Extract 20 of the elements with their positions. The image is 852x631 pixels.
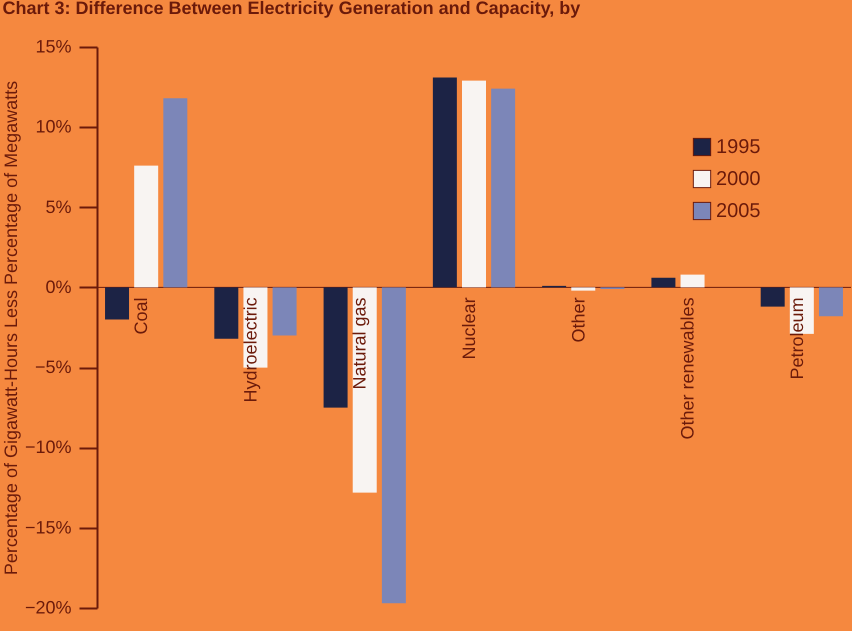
y-axis-title: Percentage of Gigawatt-Hours Less Percentage of Megawatts xyxy=(0,80,21,576)
legend-label: 2000 xyxy=(716,168,760,190)
y-tick-label: 15% xyxy=(35,36,72,56)
x-tick-label: Other renewables xyxy=(678,297,698,440)
x-tick-label: Nuclear xyxy=(459,297,479,360)
y-tick-label: −20% xyxy=(24,598,72,618)
y-tick-label: 10% xyxy=(35,116,72,137)
chart-title: Chart 3: Difference Between Electricity Generation and Capacity, by xyxy=(2,0,580,18)
y-tick-label: −15% xyxy=(24,517,72,538)
y-tick-label: 5% xyxy=(45,196,72,217)
x-tick-label: Natural gas xyxy=(350,297,370,390)
x-tick-label: Hydroelectric xyxy=(240,297,260,402)
x-tick-label: Coal xyxy=(131,297,152,334)
x-tick-label: Petroleum xyxy=(786,297,807,380)
y-tick-label: −10% xyxy=(24,437,72,458)
legend-label: 2005 xyxy=(716,200,760,222)
legend-label: 1995 xyxy=(716,136,760,158)
x-tick-label: Other xyxy=(568,297,588,342)
y-tick-label: −5% xyxy=(34,357,72,378)
y-tick-label: 0% xyxy=(45,276,72,297)
